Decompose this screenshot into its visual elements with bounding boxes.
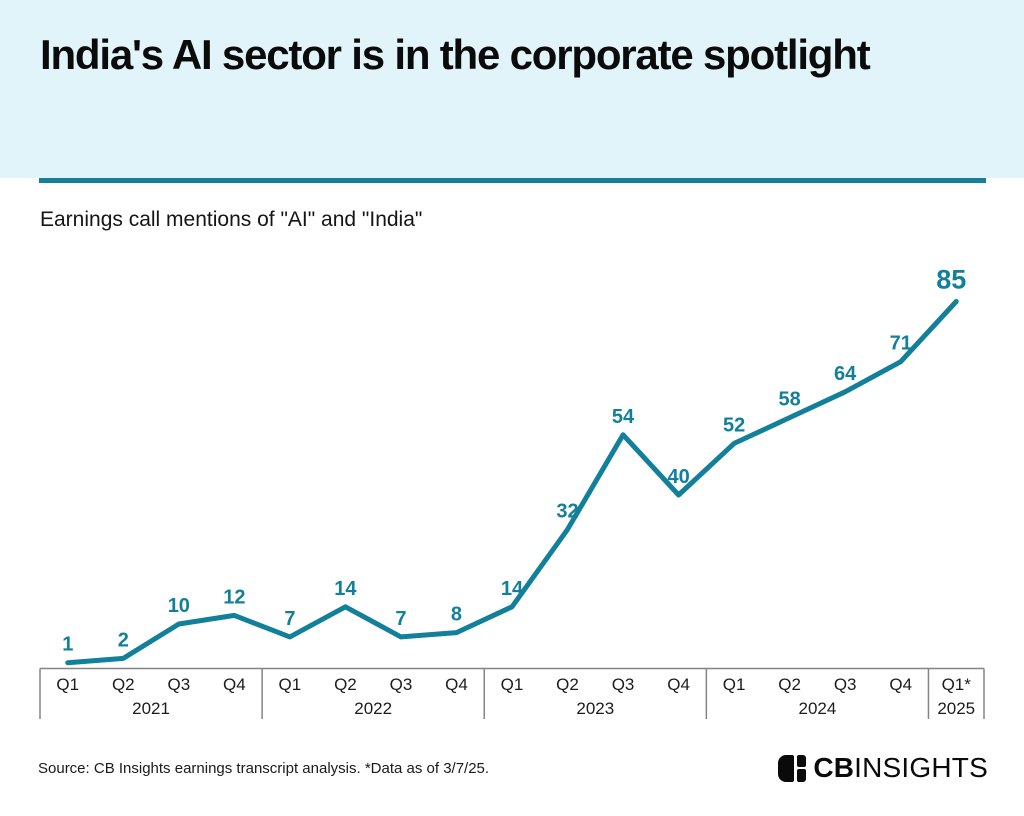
data-label: 2 bbox=[118, 629, 129, 651]
x-axis-quarter-label: Q3 bbox=[834, 675, 857, 694]
source-note: Source: CB Insights earnings transcript … bbox=[38, 760, 490, 777]
line-chart: Q1 Q2 Q3 Q4 Q1 Q2 Q3 Q4 Q1 Q2 Q3 Q4 Q1 Q2 Q3 Q4 Q1* 2021 2… bbox=[39, 265, 985, 719]
x-axis-quarter-label: Q2 bbox=[778, 675, 801, 694]
x-axis-quarter-label: Q2 bbox=[334, 675, 357, 694]
data-label: 7 bbox=[284, 608, 295, 630]
data-label: 8 bbox=[451, 604, 462, 626]
x-axis-quarter-label: Q2 bbox=[112, 675, 135, 694]
cbinsights-logo-icon bbox=[778, 754, 806, 782]
x-axis-year-label: 2024 bbox=[798, 699, 836, 718]
logo-icon-bottom-right-block bbox=[796, 769, 806, 782]
logo-icon-left-block bbox=[778, 754, 795, 782]
data-label: 1 bbox=[62, 634, 73, 656]
header-divider bbox=[39, 178, 986, 183]
x-axis-quarter-label: Q1 bbox=[501, 675, 524, 694]
x-axis-year-label: 2023 bbox=[576, 699, 614, 718]
data-label: 58 bbox=[779, 389, 801, 411]
page-title: India's AI sector is in the corporate sp… bbox=[40, 31, 871, 78]
data-label: 54 bbox=[612, 406, 635, 428]
x-axis-quarter-label: Q4 bbox=[667, 675, 690, 694]
x-axis-quarter-label: Q2 bbox=[556, 675, 579, 694]
data-label: 85 bbox=[936, 265, 966, 295]
cbinsights-logo: CBINSIGHTS bbox=[778, 752, 988, 784]
logo-icon-top-right-block bbox=[796, 754, 806, 767]
x-axis-quarter-label: Q1 bbox=[723, 675, 746, 694]
data-label: 32 bbox=[556, 500, 578, 522]
data-label: 64 bbox=[834, 363, 857, 385]
data-label: 12 bbox=[223, 586, 245, 608]
data-label: 40 bbox=[667, 466, 689, 488]
chart-line bbox=[65, 299, 959, 666]
data-label: 71 bbox=[890, 333, 912, 355]
logo-text-cb: CB bbox=[813, 752, 855, 783]
x-axis-year-label: 2025 bbox=[937, 699, 975, 718]
x-axis-quarter-label: Q4 bbox=[223, 675, 246, 694]
x-axis-quarter-label: Q1 bbox=[279, 675, 302, 694]
x-axis-quarter-label: Q1* bbox=[942, 675, 972, 694]
chart-subtitle: Earnings call mentions of "AI" and "Indi… bbox=[40, 208, 423, 231]
x-axis-quarter-label: Q1 bbox=[56, 675, 79, 694]
cbinsights-logo-text: CBINSIGHTS bbox=[813, 752, 988, 784]
header: India's AI sector is in the corporate sp… bbox=[0, 0, 1024, 178]
x-axis-quarter-label: Q3 bbox=[167, 675, 190, 694]
data-label: 52 bbox=[723, 414, 745, 436]
x-axis-year-label: 2021 bbox=[132, 699, 170, 718]
x-axis-year-label: 2022 bbox=[354, 699, 392, 718]
data-label: 7 bbox=[395, 608, 406, 630]
data-label: 10 bbox=[168, 595, 190, 617]
logo-text-insights: INSIGHTS bbox=[854, 752, 988, 783]
data-label: 14 bbox=[501, 578, 524, 600]
x-axis-quarter-label: Q3 bbox=[612, 675, 635, 694]
x-axis-quarter-label: Q4 bbox=[889, 675, 912, 694]
data-label: 14 bbox=[334, 578, 357, 600]
x-axis-quarter-label: Q3 bbox=[390, 675, 413, 694]
x-axis-quarter-label: Q4 bbox=[445, 675, 468, 694]
